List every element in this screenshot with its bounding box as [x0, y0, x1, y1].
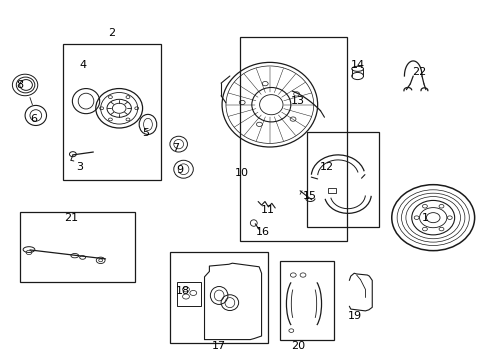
Text: 13: 13 — [290, 96, 305, 106]
Text: 11: 11 — [261, 206, 274, 216]
Text: 14: 14 — [350, 60, 364, 70]
Text: 20: 20 — [290, 341, 305, 351]
Text: 3: 3 — [76, 162, 83, 172]
Text: 18: 18 — [176, 286, 190, 296]
Text: 17: 17 — [212, 341, 226, 351]
Bar — [63, 44, 160, 180]
Text: 2: 2 — [108, 28, 115, 38]
Text: 19: 19 — [347, 311, 361, 320]
Bar — [170, 252, 267, 343]
Text: 9: 9 — [176, 165, 183, 175]
Text: 21: 21 — [64, 213, 78, 222]
Text: 10: 10 — [234, 168, 248, 178]
Text: 7: 7 — [171, 143, 179, 153]
Bar — [239, 37, 346, 241]
Bar — [177, 282, 200, 306]
Bar — [328, 188, 335, 193]
Text: 5: 5 — [142, 129, 149, 138]
Text: 15: 15 — [302, 191, 316, 201]
Bar — [306, 132, 378, 226]
Text: 8: 8 — [17, 80, 24, 90]
Text: 16: 16 — [255, 227, 269, 237]
Text: 12: 12 — [319, 162, 333, 172]
Text: 22: 22 — [411, 67, 426, 77]
Bar — [20, 212, 135, 282]
Text: 1: 1 — [421, 213, 427, 222]
Bar — [279, 261, 333, 339]
Text: 4: 4 — [79, 60, 86, 70]
Text: 6: 6 — [30, 114, 37, 124]
